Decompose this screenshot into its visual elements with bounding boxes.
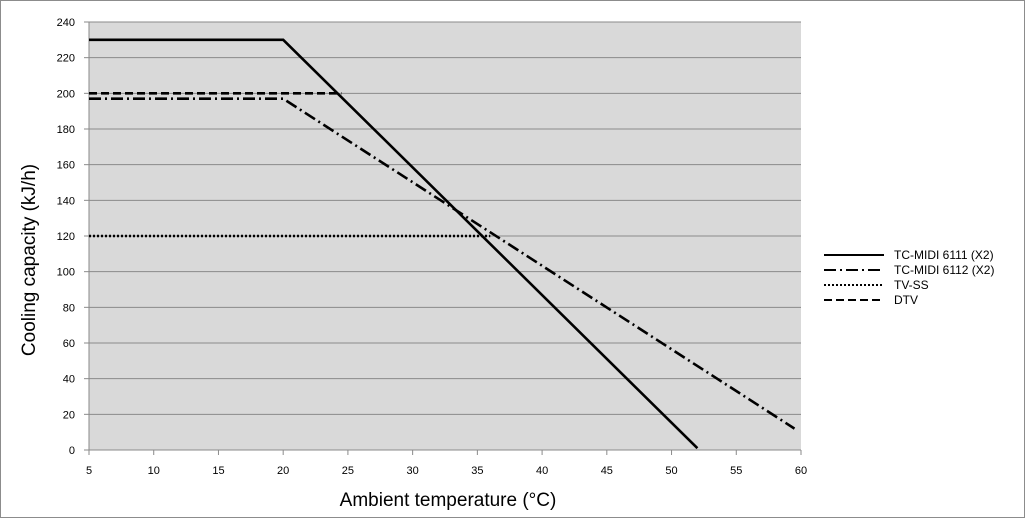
x-tick-label: 30: [407, 465, 419, 477]
x-tick-label: 35: [471, 465, 483, 477]
y-tick-label: 80: [63, 302, 75, 314]
legend-label-3: TV-SS: [894, 278, 929, 292]
legend-label-1: TC-MIDI 6111 (X2): [894, 248, 994, 262]
x-tick-label: 55: [730, 465, 742, 477]
x-tick-label: 10: [148, 465, 160, 477]
y-axis-title: Cooling capacity (kJ/h): [19, 164, 40, 356]
y-tick-label: 220: [57, 53, 75, 65]
series-line-1: [89, 38, 699, 450]
x-tick-label: 20: [277, 465, 289, 477]
x-tick-label: 40: [536, 465, 548, 477]
legend-label-2: TC-MIDI 6112 (X2): [894, 263, 994, 277]
x-tick-label: 15: [212, 465, 224, 477]
y-tick-label: 200: [57, 88, 75, 100]
y-tick-label: 120: [57, 231, 75, 243]
y-tick-label: 60: [63, 338, 75, 350]
legend: TC-MIDI 6111 (X2)TC-MIDI 6112 (X2)TV-SSD…: [824, 248, 994, 307]
legend-label-4: DTV: [894, 293, 918, 307]
y-tick-label: 0: [69, 445, 75, 457]
x-tick-label: 60: [795, 465, 807, 477]
x-tick-label: 5: [86, 465, 92, 477]
x-tick-label: 45: [601, 465, 613, 477]
y-tick-label: 140: [57, 195, 75, 207]
y-tick-label: 160: [57, 160, 75, 172]
y-tick-label: 20: [63, 409, 75, 421]
series-group: [89, 38, 796, 450]
x-axis-title: Ambient temperature (°C): [340, 490, 557, 511]
y-axis-ticks: 0 20 40 60 80 100 120 140 160 180 200 220 240: [57, 17, 89, 457]
plot-area-group: [88, 21, 801, 451]
y-tick-label: 100: [57, 267, 75, 279]
x-tick-label: 50: [665, 465, 677, 477]
y-tick-label: 240: [57, 17, 75, 29]
x-tick-label: 25: [342, 465, 354, 477]
y-tick-label: 40: [63, 374, 75, 386]
series-line-2: [89, 97, 796, 430]
x-axis-ticks: 5 10 15 20 25 30 35 40 45 50 55 60: [86, 450, 807, 477]
y-tick-label: 180: [57, 124, 75, 136]
